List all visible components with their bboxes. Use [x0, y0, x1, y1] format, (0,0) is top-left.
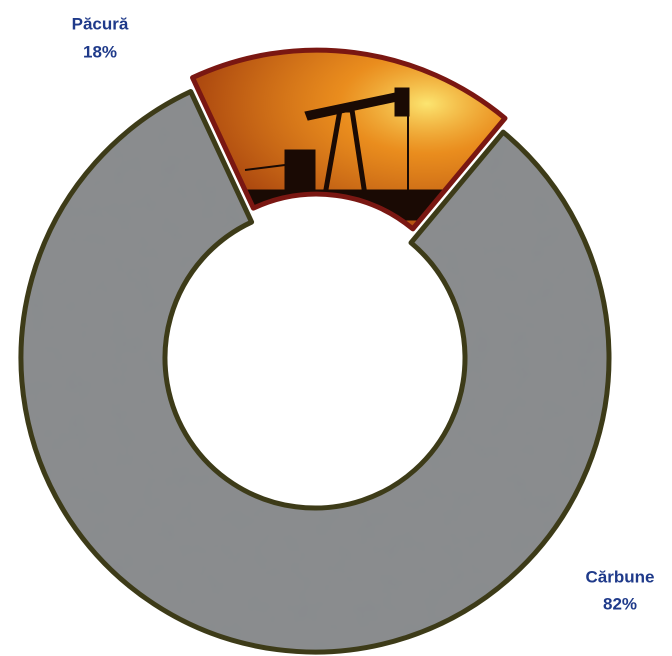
motor [284, 149, 316, 191]
value-label: 82% [603, 594, 637, 613]
slice-edge [18, 89, 612, 655]
slice-edge [190, 47, 508, 232]
value-label: 18% [83, 42, 117, 61]
head [394, 87, 410, 117]
category-label: Cărbune [586, 567, 655, 586]
slice-texture [192, 50, 505, 229]
category-label: Păcură [72, 14, 129, 33]
rail [244, 164, 286, 171]
